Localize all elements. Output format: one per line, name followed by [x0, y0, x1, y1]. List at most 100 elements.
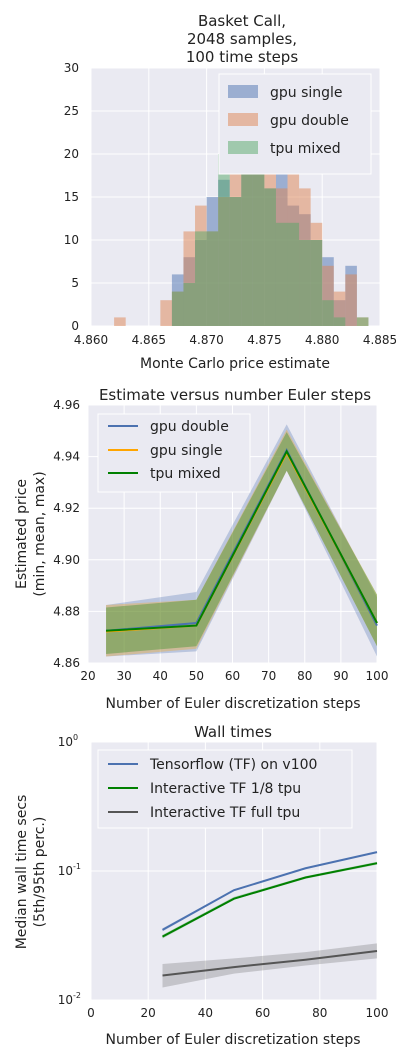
walltime-title: Wall times: [194, 723, 272, 741]
histogram-x-axis-label: Monte Carlo price estimate: [140, 356, 330, 372]
walltime-y-tick-base: 10: [58, 864, 73, 878]
histogram-bar-gpu-double-4: [160, 300, 172, 326]
estimate-x-tick-60: 60: [225, 669, 240, 683]
histogram-bars: [114, 119, 369, 326]
walltime-lines: [162, 851, 378, 977]
histogram-panel: Basket Call, 2048 samples, 100 time step…: [64, 12, 397, 372]
histogram-bar-gpu-double-6: [183, 231, 196, 326]
walltime-y-tick-10-pow-0: 10 0: [58, 733, 78, 749]
histogram-y-tick-25: 25: [64, 104, 79, 118]
estimate-legend: gpu double gpu single tpu mixed: [97, 413, 251, 493]
legend-label-gpu-single: gpu single: [270, 85, 343, 101]
legend-label-interactive-tf-full-tpu: Interactive TF full tpu: [150, 805, 300, 821]
walltime-band-interactive-tf-full-tpu: [162, 943, 377, 988]
histogram-bar-tpu-mixed-12: [299, 240, 311, 326]
estimate-title: Estimate versus number Euler steps: [99, 386, 371, 404]
histogram-bar-tpu-mixed-6: [229, 197, 242, 326]
histogram-bar-gpu-double-20: [345, 274, 357, 326]
walltime-x-ticks: 0 20 40 60 80 100: [87, 1006, 388, 1020]
histogram-x-tick-4-860: 4.860: [74, 333, 108, 347]
histogram-x-ticks: 4.860 4.865 4.870 4.875 4.880 4.885: [74, 333, 397, 347]
estimate-y-tick-4-96: 4.96: [53, 398, 80, 412]
legend-swatch-tpu-mixed: [228, 141, 258, 154]
histogram-bar-tpu-mixed-10: [275, 222, 288, 326]
walltime-x-tick-80: 80: [312, 1006, 327, 1020]
estimate-x-tick-100: 100: [366, 669, 389, 683]
estimate-grid: [87, 404, 378, 664]
histogram-bar-tpu-mixed-5: [218, 154, 230, 326]
walltime-x-tick-60: 60: [255, 1006, 270, 1020]
histogram-bar-tpu-mixed-8: [252, 154, 265, 326]
histogram-bar-tpu-mixed-15: [333, 317, 346, 326]
estimate-x-tick-40: 40: [153, 669, 168, 683]
legend-swatch-gpu-double: [228, 113, 258, 126]
walltime-bands: [162, 851, 377, 988]
estimate-x-tick-70: 70: [261, 669, 276, 683]
estimate-y-tick-4-88: 4.88: [53, 604, 80, 618]
estimate-x-ticks: 20 30 40 50 60 70 80 90 100: [80, 669, 388, 683]
histogram-bar-tpu-mixed-7: [241, 154, 253, 326]
histogram-bar-tpu-mixed-13: [310, 240, 323, 326]
histogram-title-line-1: Basket Call,: [198, 12, 286, 30]
legend-label-tpu-mixed: tpu mixed: [270, 141, 341, 157]
histogram-legend: gpu single gpu double tpu mixed: [218, 73, 372, 175]
histogram-bar-tpu-mixed-2: [183, 283, 196, 326]
histogram-bar-tpu-mixed-14: [322, 300, 334, 326]
histogram-bar-tpu-mixed-1: [171, 291, 184, 326]
histogram-y-tick-20: 20: [64, 147, 79, 161]
walltime-y-tick-10-pow-2: 10 -2: [58, 991, 81, 1007]
walltime-y-axis-label-line-1: Median wall time secs: [14, 795, 30, 950]
legend-label-tpu-mixed-line: tpu mixed: [150, 466, 221, 482]
walltime-y-tick-exponent: 0: [73, 733, 78, 742]
histogram-bar-tpu-mixed-9: [264, 188, 276, 326]
walltime-x-tick-100: 100: [366, 1006, 389, 1020]
walltime-y-tick-base: 10: [58, 735, 73, 749]
histogram-y-tick-15: 15: [64, 190, 79, 204]
legend-label-gpu-single-line: gpu single: [150, 443, 223, 459]
histogram-y-ticks: 0 5 10 15 20 25 30: [64, 61, 79, 333]
walltime-legend-box: [97, 749, 353, 829]
histogram-bar-tpu-mixed-11: [287, 222, 300, 326]
walltime-line-interactive-tf-full-tpu: [162, 949, 378, 977]
estimate-y-tick-4-92: 4.92: [53, 501, 80, 515]
histogram-x-tick-4-880: 4.880: [305, 333, 339, 347]
histogram-bar-tpu-mixed-4: [206, 231, 219, 326]
walltime-line-tensorflow-tf-on-v100: [162, 851, 378, 931]
histogram-title-line-2: 2048 samples,: [187, 30, 297, 48]
estimate-y-tick-4-90: 4.90: [53, 553, 80, 567]
estimate-band-gpu-single: [106, 429, 377, 657]
estimate-y-axis-label-line-1: Estimated price: [14, 479, 30, 589]
walltime-x-axis-label: Number of Euler discretization steps: [105, 1032, 360, 1048]
legend-label-gpu-double-line: gpu double: [150, 419, 229, 435]
walltime-legend: Tensorflow (TF) on v100 Interactive TF 1…: [97, 749, 353, 829]
histogram-title-line-3: 100 time steps: [186, 48, 299, 66]
histogram-y-tick-10: 10: [64, 233, 79, 247]
estimate-y-axis-label-line-2: (min, mean, max): [32, 471, 48, 596]
estimate-y-tick-4-86: 4.86: [53, 656, 80, 670]
histogram-bar-tpu-mixed-3: [195, 231, 207, 326]
walltime-x-tick-40: 40: [198, 1006, 213, 1020]
estimate-band-tpu-mixed: [106, 432, 377, 654]
histogram-x-tick-4-885: 4.885: [363, 333, 397, 347]
histogram-bar-tpu-mixed-17: [356, 317, 369, 326]
walltime-y-axis-label-line-2: (5th/95th perc.): [32, 817, 48, 928]
estimate-x-tick-90: 90: [333, 669, 348, 683]
walltime-y-tick-exponent: -2: [73, 991, 81, 1000]
histogram-x-tick-4-870: 4.870: [189, 333, 223, 347]
estimate-panel: Estimate versus number Euler steps 20 30 4…: [14, 386, 388, 712]
histogram-bar-gpu-double-0: [114, 317, 126, 326]
walltime-x-tick-0: 0: [87, 1006, 95, 1020]
histogram-x-tick-4-875: 4.875: [247, 333, 281, 347]
estimate-x-tick-30: 30: [116, 669, 131, 683]
walltime-line-interactive-tf-1-8-tpu: [162, 862, 378, 938]
walltime-x-tick-20: 20: [141, 1006, 156, 1020]
histogram-series-tpu-mixed: [171, 154, 369, 326]
walltime-y-tick-exponent: -1: [73, 862, 81, 871]
legend-swatch-gpu-single: [228, 85, 258, 98]
walltime-y-tick-base: 10: [58, 993, 73, 1007]
estimate-x-tick-20: 20: [80, 669, 95, 683]
histogram-y-tick-0: 0: [71, 319, 79, 333]
